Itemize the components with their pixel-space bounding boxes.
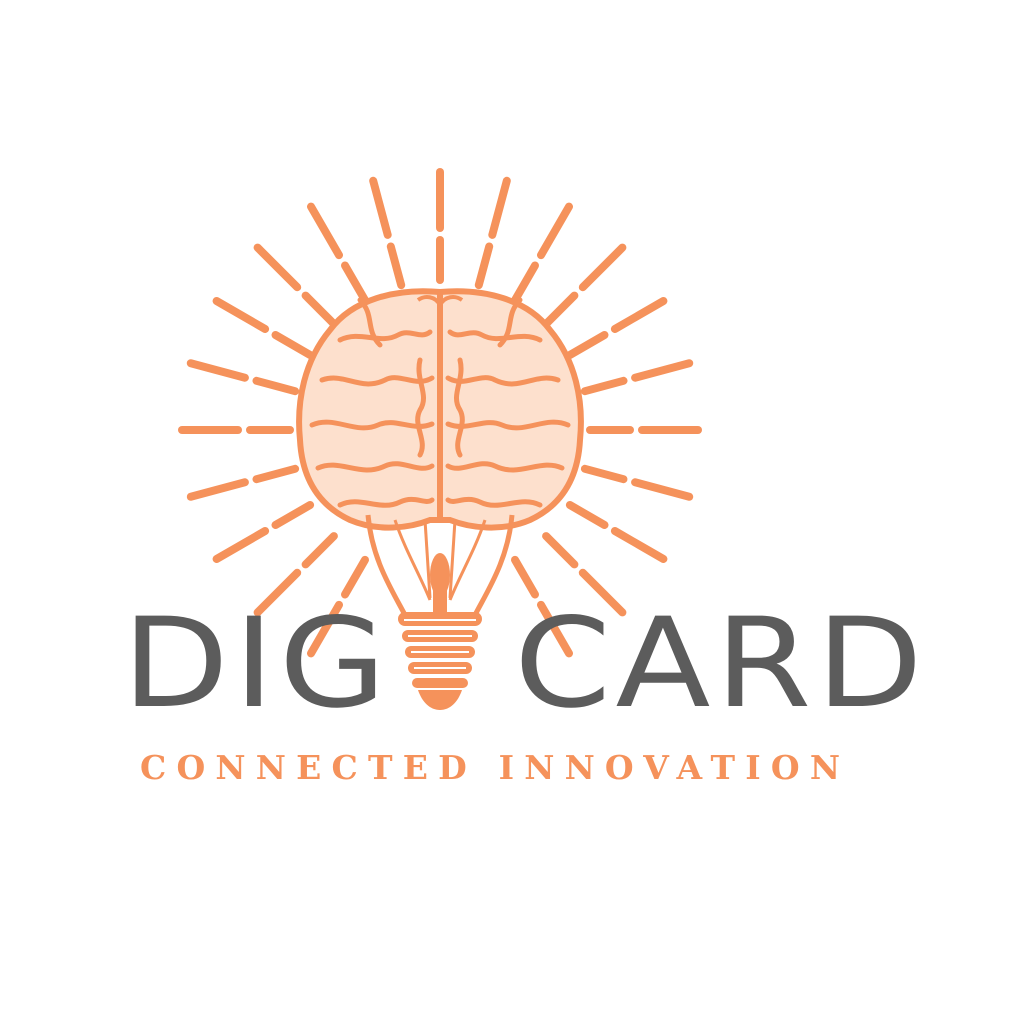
light-ray-segment bbox=[301, 291, 338, 328]
light-ray-segment bbox=[386, 242, 406, 290]
light-ray-segment bbox=[369, 176, 392, 239]
light-ray-segment bbox=[610, 527, 668, 563]
light-ray-segment bbox=[271, 501, 315, 529]
light-ray-segment bbox=[488, 176, 511, 239]
light-ray-segment bbox=[253, 568, 302, 617]
light-ray-segment bbox=[578, 568, 627, 617]
light-ray-segment bbox=[307, 202, 343, 260]
light-ray-segment bbox=[307, 600, 343, 658]
brand-name-part-2: CARD bbox=[514, 592, 928, 736]
light-ray-segment bbox=[580, 464, 628, 484]
brand-name-part-1: DIG bbox=[122, 592, 391, 736]
light-ray-segment bbox=[631, 478, 694, 501]
light-ray-segment bbox=[565, 501, 609, 529]
light-ray-segment bbox=[542, 532, 579, 569]
light-ray-segment bbox=[253, 243, 302, 292]
light-ray-segment bbox=[578, 243, 627, 292]
light-ray-segment bbox=[537, 202, 573, 260]
light-ray-segment bbox=[212, 297, 270, 333]
light-ray-segment bbox=[252, 464, 300, 484]
light-rays-icon bbox=[178, 168, 702, 658]
light-ray-segment bbox=[537, 600, 573, 658]
light-ray-segment bbox=[631, 359, 694, 382]
light-ray-segment bbox=[186, 478, 249, 501]
light-ray-segment bbox=[212, 527, 270, 563]
brain-icon bbox=[296, 288, 584, 531]
light-ray-segment bbox=[610, 297, 668, 333]
light-ray-segment bbox=[565, 331, 609, 359]
light-ray-segment bbox=[511, 261, 539, 305]
brand-tagline: CONNECTED INNOVATION bbox=[140, 748, 851, 787]
bulb-base-icon bbox=[398, 612, 482, 710]
light-ray-segment bbox=[580, 376, 628, 396]
light-ray-segment bbox=[186, 359, 249, 382]
light-ray-segment bbox=[341, 555, 369, 599]
light-ray-segment bbox=[542, 291, 579, 328]
light-ray-segment bbox=[511, 555, 539, 599]
light-ray-segment bbox=[341, 261, 369, 305]
bulb-icon bbox=[365, 514, 515, 618]
light-ray-segment bbox=[301, 532, 338, 569]
light-ray-segment bbox=[474, 242, 494, 290]
light-ray-segment bbox=[271, 331, 315, 359]
light-ray-segment bbox=[252, 376, 300, 396]
